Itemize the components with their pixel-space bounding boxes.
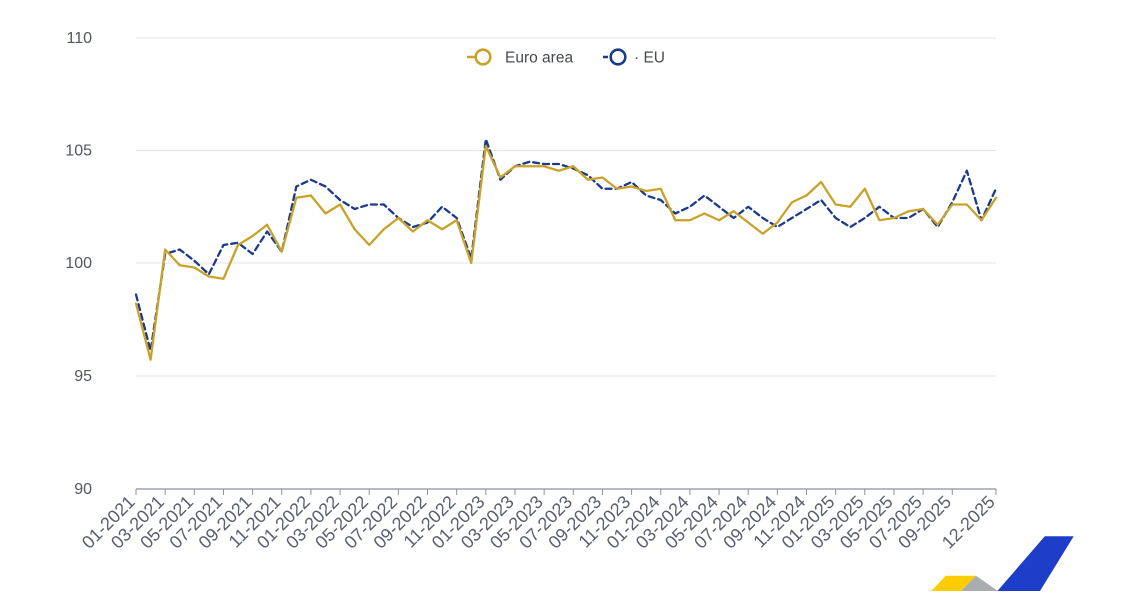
svg-text:100: 100 bbox=[65, 255, 92, 272]
svg-text:95: 95 bbox=[74, 368, 92, 385]
svg-text:Euro area: Euro area bbox=[505, 50, 573, 67]
svg-text:105: 105 bbox=[65, 143, 92, 160]
svg-text:· EU: · EU bbox=[634, 50, 665, 67]
svg-text:90: 90 bbox=[74, 481, 92, 498]
svg-text:110: 110 bbox=[66, 30, 92, 47]
